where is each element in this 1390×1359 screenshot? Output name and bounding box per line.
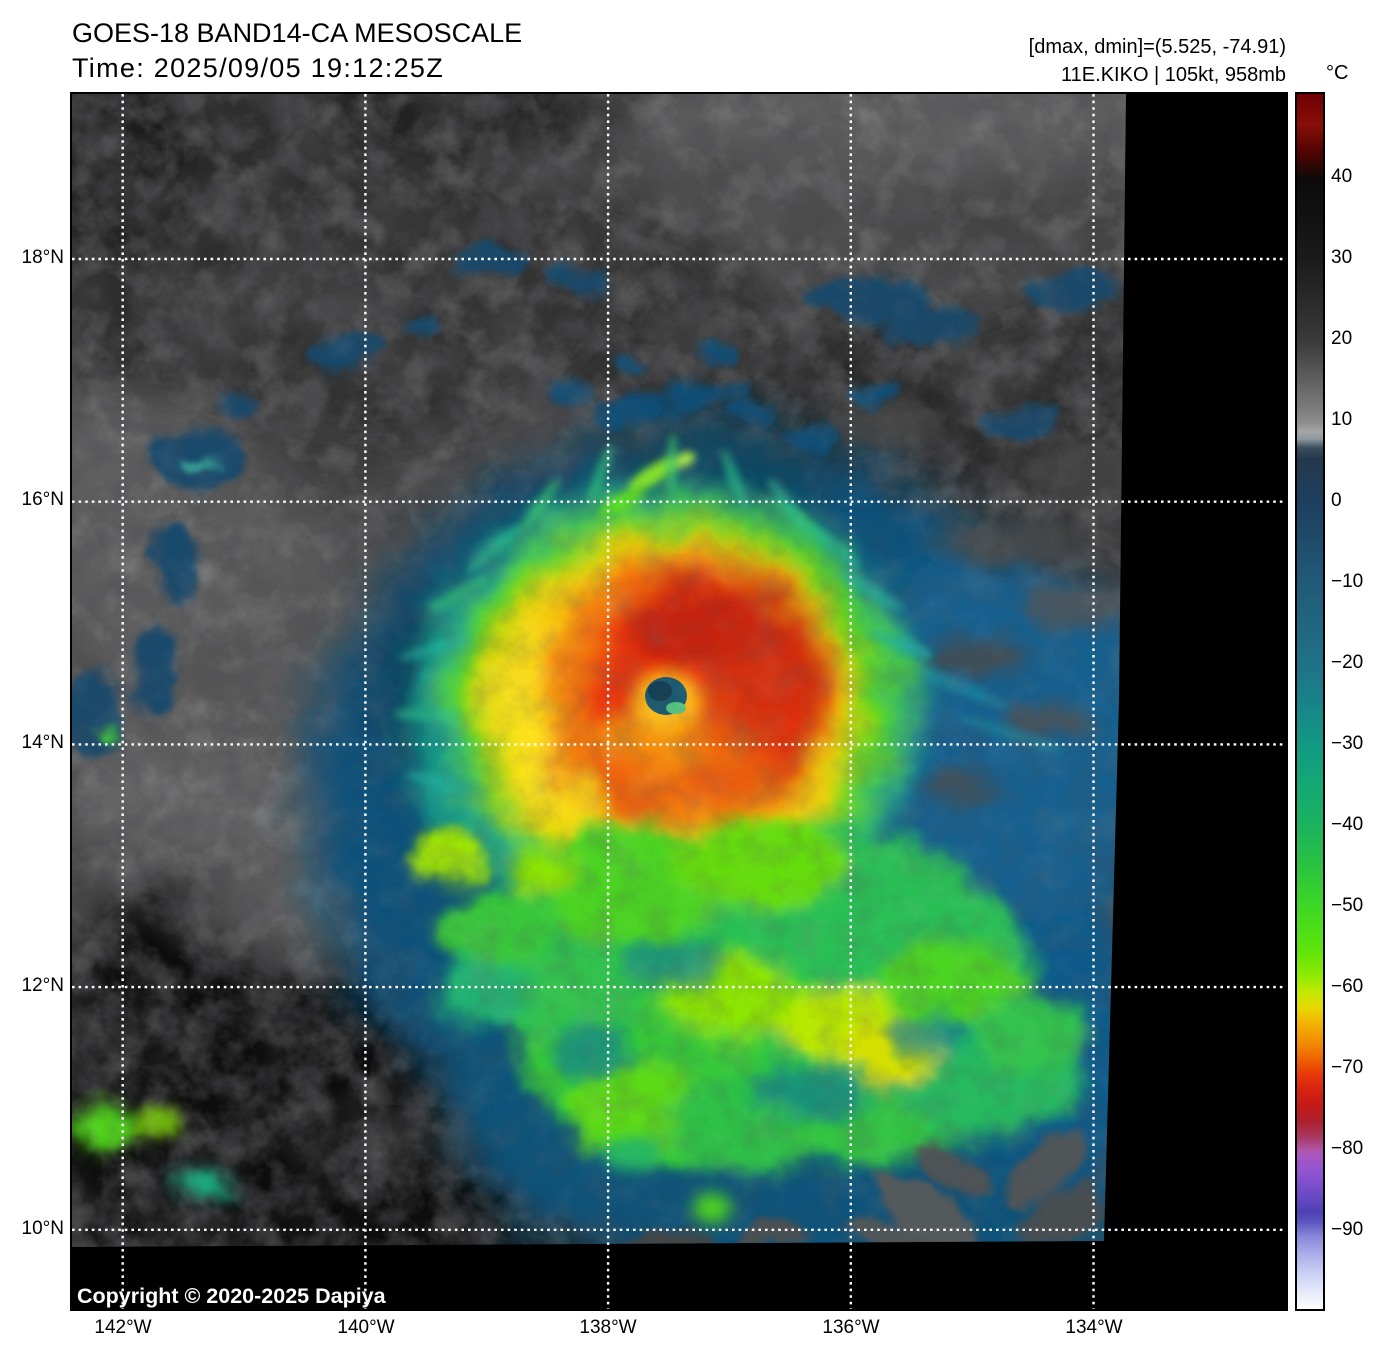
svg-text:Copyright © 2020-2025 Dapiya: Copyright © 2020-2025 Dapiya	[77, 1284, 387, 1308]
